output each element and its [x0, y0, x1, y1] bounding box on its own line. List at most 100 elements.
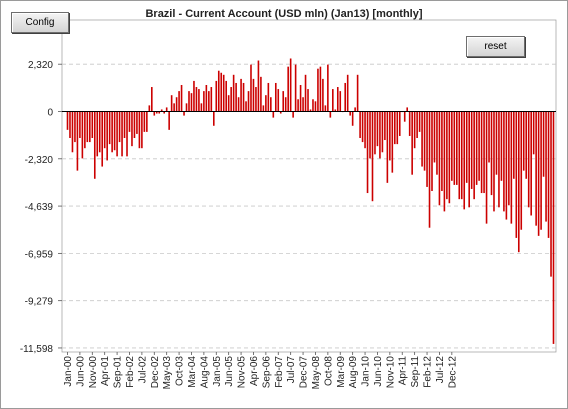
bar: [203, 91, 205, 112]
bar: [93, 111, 96, 179]
bar: [188, 91, 190, 112]
bar: [237, 97, 240, 112]
bar: [433, 111, 436, 163]
bar: [265, 95, 267, 112]
bar: [416, 111, 418, 138]
bar: [103, 111, 106, 149]
bar: [480, 111, 483, 194]
bar: [475, 111, 478, 185]
x-tick-label: Sep-11: [410, 356, 421, 388]
bar: [89, 111, 91, 143]
bar: [81, 111, 84, 159]
bar: [170, 95, 173, 112]
bar: [418, 111, 421, 132]
bar: [284, 97, 287, 112]
bar: [319, 66, 322, 112]
bar: [460, 111, 463, 200]
bar: [394, 111, 396, 145]
bar: [136, 111, 138, 134]
bar: [98, 111, 101, 153]
bar: [391, 111, 394, 173]
bar: [513, 111, 515, 179]
bar: [443, 111, 446, 212]
bar: [312, 99, 314, 112]
bar: [520, 111, 523, 230]
bar: [413, 111, 416, 149]
bar: [498, 111, 500, 208]
bar: [500, 111, 503, 181]
bar: [160, 109, 163, 112]
bar: [304, 74, 307, 112]
bar: [386, 111, 389, 183]
bar: [148, 105, 151, 112]
y-tick-label: -9,279: [25, 297, 54, 308]
x-tick-label: Apr-11: [398, 356, 409, 386]
bar: [213, 111, 215, 126]
bar: [465, 111, 468, 183]
x-tick-label: Feb-07: [274, 356, 285, 388]
bar: [322, 78, 324, 112]
bar: [527, 111, 530, 208]
bar: [178, 91, 180, 112]
bar: [517, 111, 520, 253]
bar: [193, 80, 195, 112]
bar: [381, 111, 384, 153]
bar: [384, 111, 386, 141]
bar: [364, 111, 366, 149]
x-tick-label: Apr-06: [249, 356, 260, 386]
plot-area: [61, 19, 557, 353]
bar: [277, 89, 280, 112]
bar: [227, 95, 230, 112]
x-tick-label: Mar-04: [187, 356, 198, 388]
chart-title: Brazil - Current Account (USD mln) (Jan1…: [145, 8, 423, 20]
bar: [451, 111, 453, 181]
bar: [356, 74, 359, 112]
bar: [96, 111, 99, 157]
bar: [257, 60, 260, 112]
bar: [180, 85, 183, 112]
bar: [408, 111, 411, 136]
bar: [307, 89, 309, 112]
bar: [198, 89, 200, 112]
bar: [508, 111, 510, 206]
x-tick-label: Sep-01: [113, 356, 124, 389]
bar: [66, 111, 69, 130]
bar: [376, 111, 379, 147]
bar: [329, 111, 332, 118]
bar: [545, 111, 547, 222]
x-tick-label: Dec-07: [299, 356, 310, 389]
x-tick-label: Jul-07: [286, 356, 297, 384]
bar: [225, 80, 227, 112]
bar: [448, 111, 451, 204]
bar: [128, 111, 131, 132]
bar: [540, 111, 542, 230]
bar: [242, 82, 245, 112]
bar: [133, 111, 136, 138]
bar: [327, 64, 329, 112]
x-tick-label: Oct-08: [323, 356, 334, 386]
bar: [240, 78, 242, 112]
bar: [287, 66, 289, 112]
x-tick-label: Oct-03: [175, 356, 186, 386]
x-tick-label: Apr-01: [100, 356, 111, 386]
config-button[interactable]: Config: [11, 12, 69, 33]
bar: [436, 111, 438, 175]
bar: [260, 76, 262, 112]
y-tick-label: -6,959: [25, 249, 54, 260]
bar: [270, 97, 272, 112]
bar: [470, 111, 473, 189]
bar: [423, 111, 426, 171]
bar: [255, 87, 257, 112]
bar: [530, 111, 532, 216]
bar: [185, 103, 188, 112]
bar: [69, 111, 71, 138]
bar: [495, 111, 498, 175]
bar: [143, 111, 146, 132]
bar: [272, 111, 275, 118]
reset-button[interactable]: reset: [466, 36, 525, 57]
bar: [421, 111, 423, 167]
bar: [190, 93, 193, 112]
x-tick-label: Aug-04: [199, 356, 210, 389]
bar: [153, 111, 156, 116]
bar: [351, 111, 354, 126]
